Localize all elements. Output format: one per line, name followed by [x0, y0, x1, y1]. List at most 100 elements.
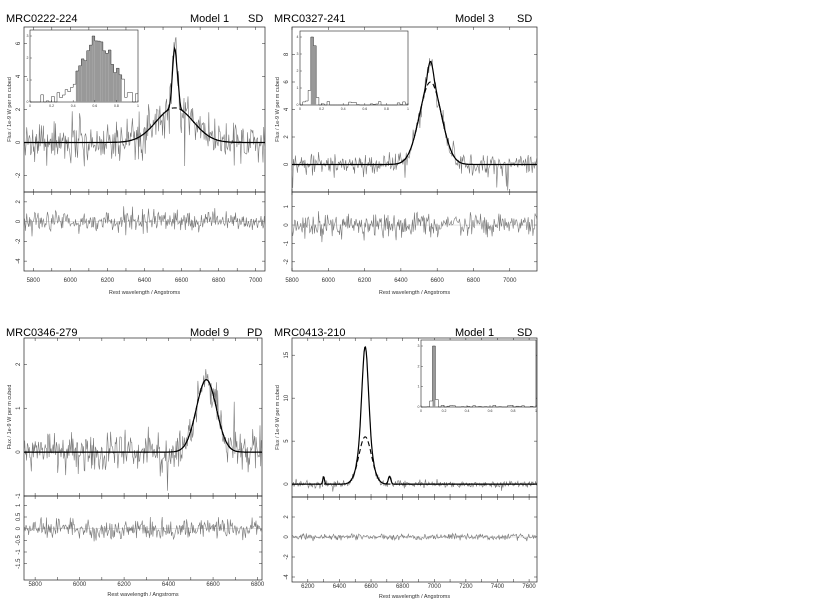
y-tick-label: 6 — [284, 80, 290, 84]
object-name: MRC0413-210 — [274, 327, 346, 339]
y-axis-label: Flux / 1e-9 W per m cubed — [7, 385, 13, 450]
inset-x-tick-label: 0.4 — [341, 107, 346, 111]
residual-spectrum — [291, 211, 538, 243]
inset-x-tick-label: 0 — [29, 104, 31, 108]
inset-y-tick-label: 2 — [297, 69, 299, 73]
y-tick-label: 6 — [16, 41, 22, 45]
x-tick-label: 6400 — [162, 582, 176, 588]
posterior-inset: 0 0.2 0.4 0.6 0.8 1 0 1 2 3 — [418, 339, 537, 413]
posterior-inset: 0 0.2 0.4 0.6 0.8 1 0 1 2 3 4 — [297, 30, 409, 111]
x-tick-label: 5800 — [28, 582, 42, 588]
inset-histogram-bar — [92, 36, 95, 102]
class-label: SD — [248, 13, 263, 25]
x-tick-label: 5800 — [27, 278, 41, 284]
spectrum-panel-4: MRC0413-210 Model 1 SD 6200 6400 6600 6800 7000… — [274, 327, 538, 600]
y-axis-label: Flux / 1e-9 W per m cubed — [275, 385, 281, 450]
inset-histogram-outline — [421, 345, 536, 408]
x-tick-label: 5800 — [285, 278, 299, 284]
inset-histogram-outline — [300, 36, 408, 106]
residual-tick-label: 0 — [16, 526, 22, 530]
inset-x-tick-label: 0 — [299, 107, 301, 111]
y-tick-label: 2 — [16, 362, 22, 366]
x-tick-label: 6600 — [431, 278, 445, 284]
posterior-inset: 0 0.2 0.4 0.6 0.8 1 0 1 2 3 — [27, 29, 139, 108]
inset-histogram-bar — [313, 45, 317, 105]
spectrum-panel-3: MRC0346-279 Model 9 PD 5800 6000 6200 6400 6600… — [6, 327, 265, 598]
residual-frame — [23, 495, 263, 581]
x-tick-label: 6400 — [394, 278, 408, 284]
object-name: MRC0222-224 — [6, 13, 78, 25]
residual-tick-label: -1 — [16, 549, 22, 555]
model-fit-curve — [24, 379, 262, 453]
inset-histogram-bar — [108, 50, 111, 102]
x-tick-label: 6200 — [101, 278, 115, 284]
residual-tick-label: -2 — [284, 554, 290, 560]
y-tick-label: 2 — [16, 107, 22, 111]
inset-x-tick-label: 0.2 — [442, 409, 447, 413]
residual-tick-label: -2 — [284, 258, 290, 264]
inset-x-tick-label: 0.6 — [92, 104, 97, 108]
inset-histogram-bar — [86, 50, 90, 102]
inset-y-tick-label: 3 — [418, 344, 420, 348]
x-axis-label: Rest wavelength / Angstroms — [107, 592, 178, 598]
x-tick-label: 7000 — [249, 278, 263, 284]
y-tick-label: 4 — [16, 74, 22, 78]
residual-frame — [23, 191, 266, 272]
x-tick-label: 7200 — [459, 584, 473, 590]
inset-x-tick-label: 0.2 — [49, 104, 54, 108]
x-tick-label: 6200 — [117, 582, 131, 588]
inset-y-tick-label: 0 — [27, 100, 29, 104]
inset-x-tick-label: 1 — [137, 104, 139, 108]
inset-frame — [299, 30, 409, 106]
y-tick-label: -1 — [16, 493, 22, 499]
y-tick-label: 2 — [284, 135, 290, 139]
inset-histogram-bar — [113, 72, 117, 102]
residual-tick-label: 1 — [284, 204, 290, 208]
x-tick-label: 7600 — [522, 584, 536, 590]
x-tick-label: 7000 — [428, 584, 442, 590]
inset-y-tick-label: 1 — [418, 385, 420, 389]
residual-frame — [291, 191, 538, 272]
inset-x-tick-label: 0.8 — [511, 409, 516, 413]
model-label: Model 1 — [190, 13, 229, 25]
class-label: PD — [247, 327, 262, 339]
inset-x-tick-label: 0.4 — [465, 409, 470, 413]
residual-tick-label: 2 — [284, 515, 290, 519]
x-tick-label: 6800 — [396, 584, 410, 590]
y-tick-label: 5 — [284, 439, 290, 443]
inset-histogram-bar — [75, 70, 79, 102]
inset-histogram-bar — [89, 45, 93, 102]
inset-y-tick-label: 2 — [418, 364, 420, 368]
residual-tick-label: 2 — [16, 200, 22, 204]
inset-histogram-bar — [432, 346, 436, 407]
model-fit-curve — [292, 60, 537, 166]
inset-x-tick-label: 0.2 — [319, 107, 324, 111]
object-name: MRC0327-241 — [274, 13, 346, 25]
class-label: SD — [517, 327, 532, 339]
inset-x-tick-label: 1 — [407, 107, 409, 111]
inset-x-tick-label: 0.8 — [384, 107, 389, 111]
y-tick-label: 4 — [284, 107, 290, 111]
residual-tick-label: -2 — [16, 238, 22, 244]
y-tick-label: 1 — [16, 406, 22, 410]
x-axis-label: Rest wavelength / Angstroms — [109, 290, 180, 296]
y-axis-label: Flux / 1e-9 W per m cubed — [275, 77, 281, 142]
x-tick-label: 6000 — [322, 278, 336, 284]
observed-spectrum — [23, 37, 266, 167]
residual-tick-label: 0 — [284, 223, 290, 227]
residual-frame — [291, 496, 538, 583]
object-name: MRC0346-279 — [6, 327, 78, 339]
inset-histogram-bar — [97, 41, 101, 102]
residual-tick-label: 0 — [16, 219, 22, 223]
y-tick-label: 0 — [284, 162, 290, 166]
residual-tick-label: -1.5 — [16, 558, 22, 569]
residual-spectrum — [291, 532, 538, 542]
observed-spectrum — [23, 369, 263, 491]
x-tick-label: 6200 — [358, 278, 372, 284]
residual-tick-label: -4 — [16, 258, 22, 264]
residual-spectrum — [23, 516, 263, 542]
x-tick-label: 7400 — [491, 584, 505, 590]
residual-tick-label: 1 — [16, 503, 22, 507]
residual-tick-label: -1 — [284, 240, 290, 246]
inset-y-tick-label: 1 — [27, 78, 29, 82]
